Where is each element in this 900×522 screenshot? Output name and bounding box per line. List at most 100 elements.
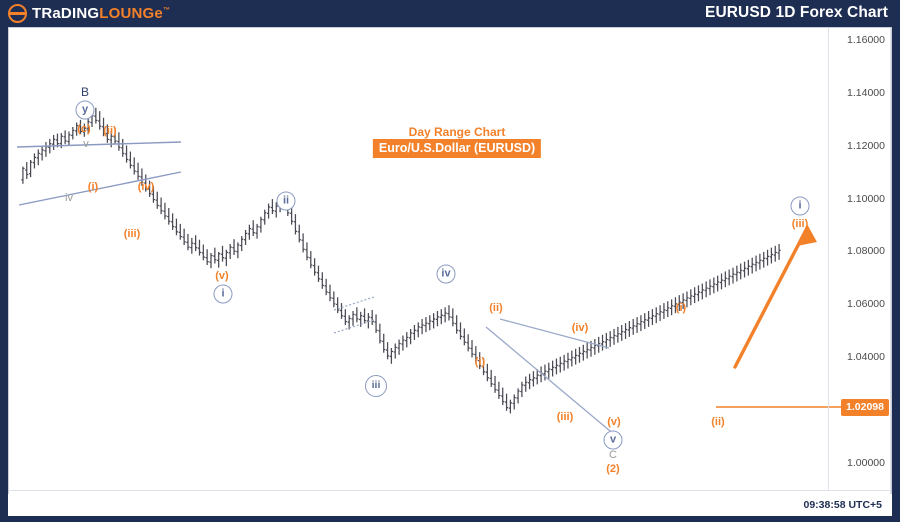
ohlc-bar — [466, 334, 470, 352]
chart-plot-area[interactable]: Day Range Chart Euro/U.S.Dollar (EURUSD)… — [9, 28, 874, 490]
ohlc-bar — [28, 160, 33, 178]
ohlc-bar — [470, 340, 474, 358]
ohlc-bar — [428, 315, 432, 331]
ohlc-bar — [623, 323, 628, 339]
ohlc-bar — [585, 342, 589, 359]
ohlc-bar — [263, 209, 267, 225]
ohlc-bar — [527, 373, 532, 390]
clock-label: 09:38:58 UTC+5 — [803, 499, 883, 511]
ohlc-bar — [447, 305, 451, 321]
channel-lower-dashed — [333, 319, 375, 334]
ohlc-bar — [132, 157, 136, 175]
ohlc-bar — [435, 311, 440, 327]
ohlc-bar — [478, 352, 482, 370]
ohlc-bar — [608, 331, 612, 347]
ohlc-bar — [25, 162, 29, 180]
forecast-arrow-shaft — [733, 226, 809, 369]
ohlc-bar — [765, 249, 770, 266]
ohlc-bar — [182, 228, 186, 246]
forecast-arrow-head — [797, 224, 817, 246]
ohlc-bar — [654, 307, 658, 324]
ohlc-bars-svg — [16, 107, 874, 437]
ohlc-bar — [382, 333, 386, 353]
ohlc-bar — [213, 247, 217, 264]
ohlc-bar — [646, 311, 651, 327]
brand-logo-secondary: LOUNGe — [99, 5, 163, 22]
ohlc-bar — [489, 369, 493, 388]
ohlc-bar — [270, 199, 275, 215]
ohlc-bar — [343, 309, 347, 325]
ohlc-bar — [581, 344, 585, 361]
ohlc-bar — [405, 332, 409, 348]
ohlc-bar — [305, 242, 309, 261]
ohlc-bar — [255, 223, 259, 239]
ohlc-bar — [746, 259, 750, 276]
ohlc-bar — [128, 151, 133, 169]
brand-logo[interactable]: TRaDINGLOUNGe™ — [8, 4, 170, 23]
price-tick: 1.12000 — [847, 139, 885, 152]
ohlc-bar — [777, 243, 781, 260]
ohlc-bar — [347, 315, 351, 330]
ohlc-bar — [378, 323, 382, 344]
ohlc-bar — [105, 124, 109, 143]
ohlc-bar — [704, 281, 708, 298]
ohlc-bar — [282, 194, 286, 209]
ohlc-bar — [247, 224, 251, 240]
ohlc-bar — [643, 313, 647, 329]
trendline-lower-descending — [485, 326, 617, 437]
ohlc-bar — [612, 328, 616, 345]
ohlc-bar — [232, 239, 236, 256]
price-axis[interactable]: 1.16000 1.14000 1.12000 1.10000 1.08000 1.060… — [828, 28, 891, 490]
ohlc-bar — [727, 269, 731, 286]
ohlc-bar — [393, 343, 397, 359]
ohlc-bar — [424, 317, 428, 333]
price-tick: 1.14000 — [847, 87, 885, 99]
ohlc-bar — [243, 229, 248, 246]
ohlc-bar — [224, 249, 228, 267]
ohlc-bar — [439, 309, 443, 325]
ohlc-bar — [693, 287, 697, 304]
ohlc-bar — [723, 271, 727, 288]
ohlc-bar — [289, 205, 294, 225]
price-tick: 1.16000 — [847, 34, 885, 47]
ohlc-bar — [266, 203, 271, 219]
ohlc-bar — [366, 313, 370, 329]
ohlc-bar — [508, 399, 513, 414]
ohlc-bar — [708, 279, 712, 296]
ohlc-bar — [351, 311, 355, 326]
ohlc-bar — [735, 265, 739, 282]
ohlc-bar — [274, 202, 278, 218]
ohlc-bar — [190, 237, 194, 254]
ohlc-bar — [639, 315, 643, 332]
ohlc-bar — [251, 220, 255, 237]
ohlc-bar — [769, 247, 774, 264]
ohlc-bar — [90, 112, 94, 127]
ohlc-bar — [301, 233, 305, 253]
current-price-badge: 1.02098 — [841, 399, 889, 417]
ohlc-bars-group — [21, 107, 781, 414]
price-tick: 1.04000 — [847, 351, 885, 363]
ohlc-bar — [293, 214, 298, 235]
ohlc-bar — [689, 289, 693, 306]
ohlc-bar — [178, 223, 182, 240]
price-tick: 1.10000 — [847, 192, 885, 205]
ohlc-bar — [339, 303, 344, 319]
axis-separator — [890, 28, 891, 516]
ohlc-bar — [700, 283, 704, 300]
trendline-lower-wedge — [18, 171, 182, 206]
ohlc-bar — [416, 322, 420, 338]
ohlc-bar — [174, 218, 179, 236]
ohlc-bar — [716, 275, 720, 292]
ohlc-bar — [75, 122, 79, 136]
ohlc-bar — [739, 263, 743, 280]
ohlc-bar — [374, 314, 378, 333]
ohlc-bar — [455, 315, 459, 334]
ohlc-bar — [408, 328, 413, 345]
ohlc-bar — [758, 253, 762, 270]
ohlc-bar — [616, 326, 620, 343]
ohlc-bar — [171, 213, 175, 230]
chart-panel: Day Range Chart Euro/U.S.Dollar (EURUSD)… — [8, 27, 892, 516]
ohlc-bar — [443, 307, 447, 323]
brand-logo-primary: TRaDING — [32, 5, 100, 22]
